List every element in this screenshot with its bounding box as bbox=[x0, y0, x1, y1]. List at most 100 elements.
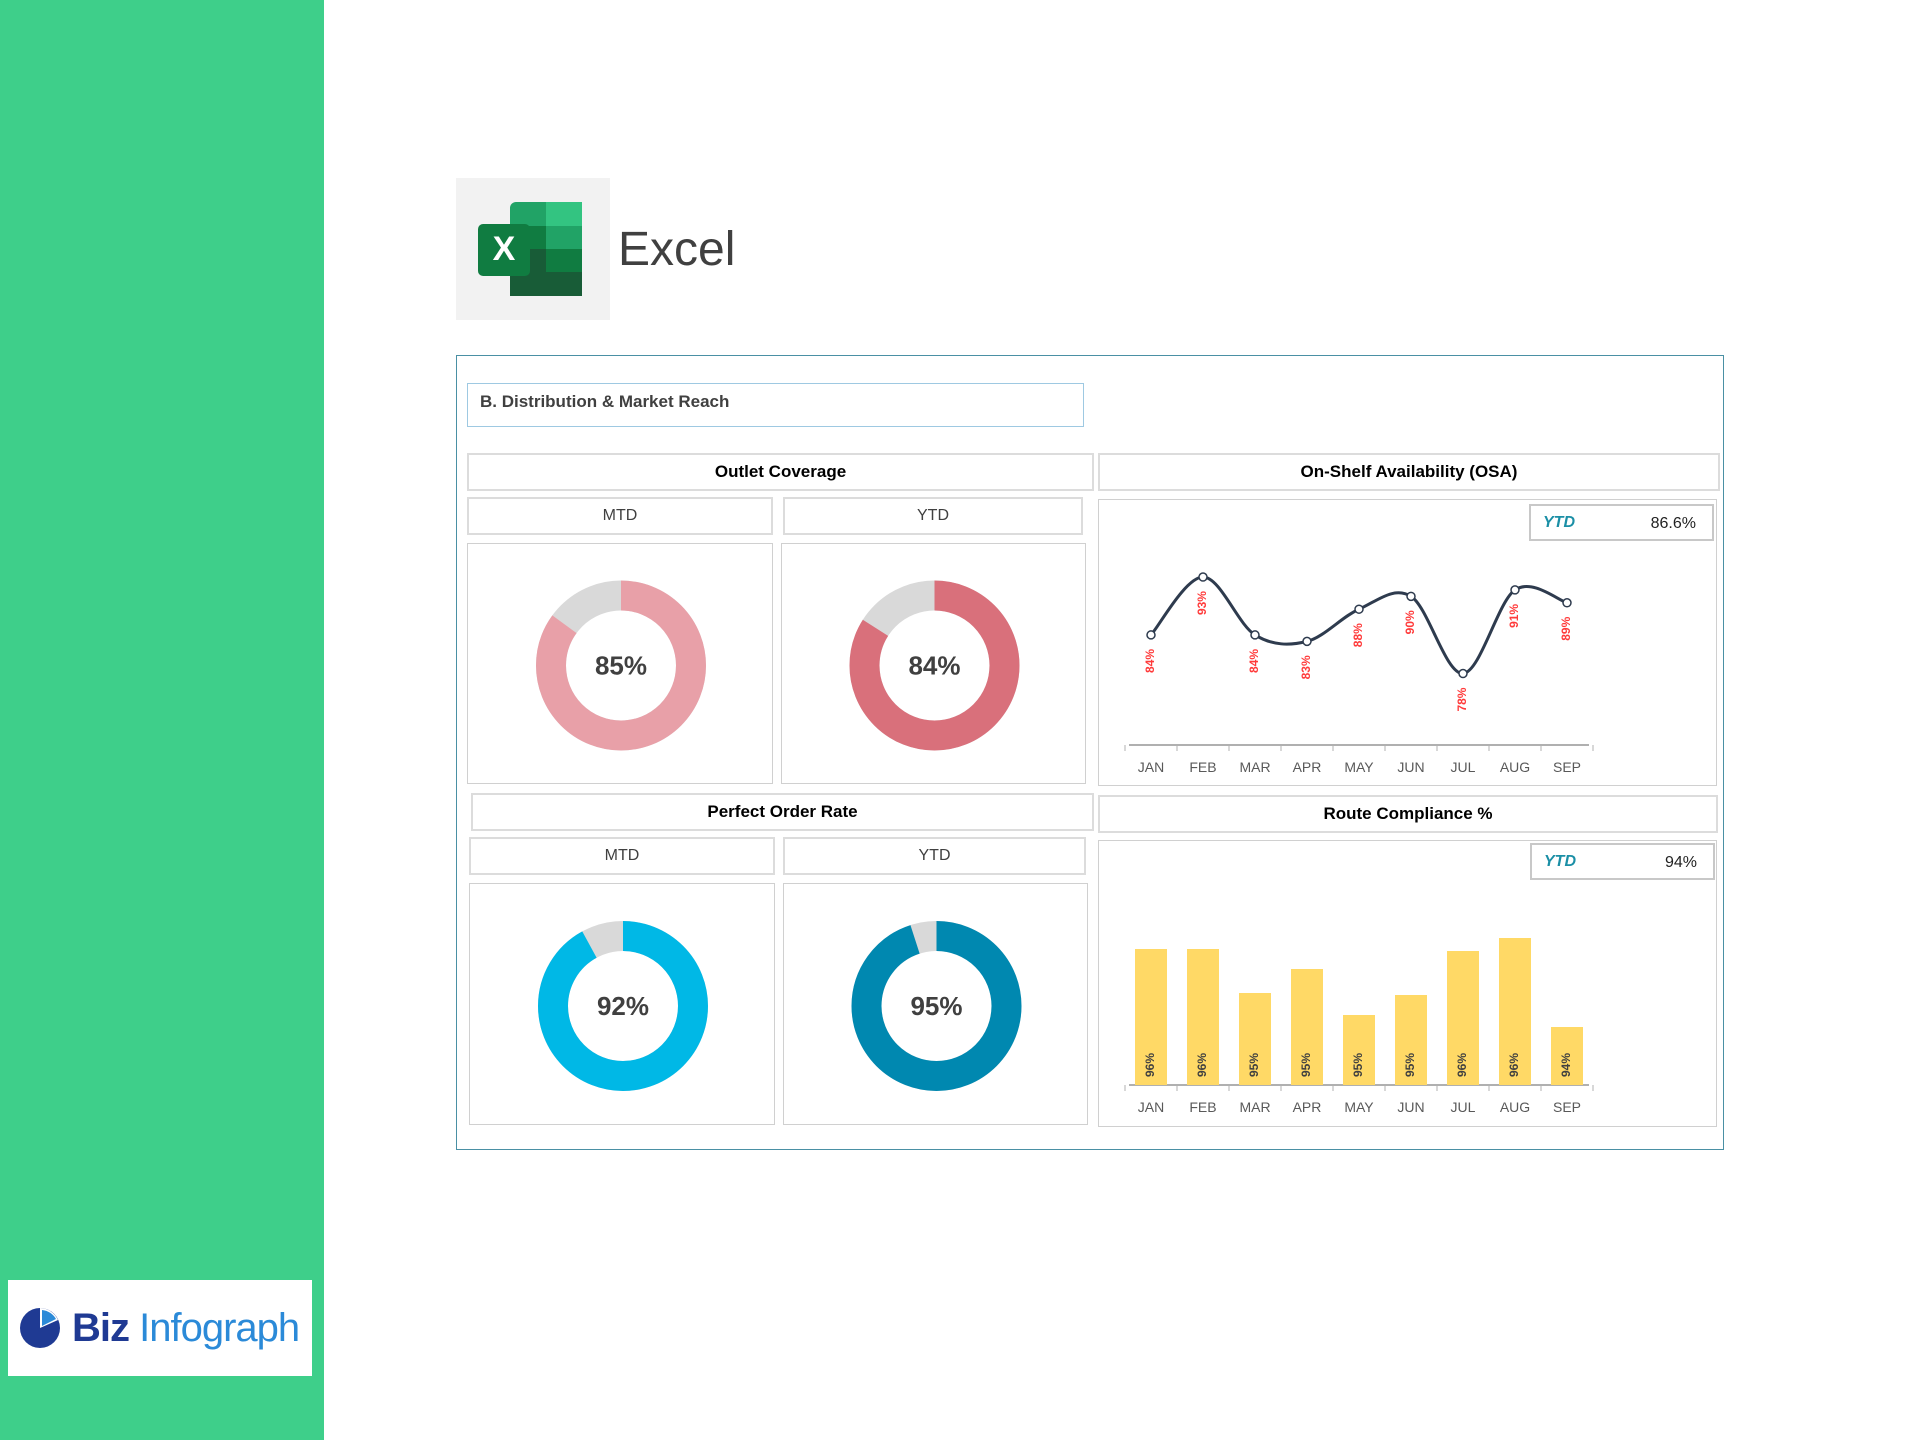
x-tick-label: SEP bbox=[1553, 759, 1581, 775]
osa-data-point bbox=[1302, 636, 1312, 647]
route-ytd-badge: YTD 94% bbox=[1530, 843, 1715, 880]
osa-data-point bbox=[1406, 591, 1416, 602]
outlet-ytd-label: YTD bbox=[783, 497, 1083, 535]
osa-data-label: 78% bbox=[1455, 687, 1469, 711]
route-compliance-header: Route Compliance % bbox=[1098, 795, 1718, 833]
route-bar bbox=[1447, 951, 1479, 1085]
route-data-label: 95% bbox=[1403, 1053, 1417, 1077]
route-bar bbox=[1291, 969, 1323, 1085]
osa-data-label: 84% bbox=[1143, 649, 1157, 673]
route-data-label: 96% bbox=[1455, 1053, 1469, 1077]
x-tick-label: JAN bbox=[1138, 759, 1164, 775]
route-ytd-value: 94% bbox=[1664, 854, 1697, 871]
section-title: B. Distribution & Market Reach bbox=[467, 383, 1084, 427]
route-data-label: 95% bbox=[1299, 1053, 1313, 1077]
route-bar bbox=[1395, 995, 1427, 1085]
osa-data-label: 83% bbox=[1299, 655, 1313, 679]
route-data-label: 96% bbox=[1143, 1053, 1157, 1077]
donut-center-label: 92% bbox=[597, 991, 649, 1021]
order-mtd-panel: 92% bbox=[469, 883, 775, 1125]
osa-data-point bbox=[1510, 585, 1520, 595]
x-tick-label: MAR bbox=[1239, 1099, 1270, 1115]
osa-ytd-value: 86.6% bbox=[1650, 515, 1696, 532]
outlet-coverage-header: Outlet Coverage bbox=[467, 453, 1094, 491]
route-bar bbox=[1499, 938, 1531, 1085]
donut-value-slice bbox=[538, 921, 708, 1091]
osa-ytd-label: YTD bbox=[1543, 514, 1575, 531]
osa-data-point bbox=[1458, 668, 1468, 679]
x-tick-label: FEB bbox=[1189, 759, 1216, 775]
order-ytd-label: YTD bbox=[783, 837, 1086, 875]
osa-data-label: 91% bbox=[1507, 604, 1521, 628]
excel-icon: X bbox=[478, 202, 582, 296]
brand-infograph: Infograph bbox=[139, 1305, 300, 1350]
osa-data-point bbox=[1250, 630, 1260, 640]
osa-panel: JAN FEB MAR APR MAY JUN JUL AUG SEP 84% 93% 84% 83% 8… bbox=[1098, 499, 1717, 786]
brand-biz: Biz bbox=[72, 1305, 130, 1350]
x-tick-label: MAR bbox=[1239, 759, 1270, 775]
route-bar bbox=[1135, 949, 1167, 1085]
outlet-mtd-panel: 85% bbox=[467, 543, 773, 784]
outlet-ytd-panel: 84% bbox=[781, 543, 1086, 784]
donut-center-label: 95% bbox=[910, 991, 962, 1021]
excel-logo-tile: X bbox=[456, 178, 610, 320]
route-bar-chart: JAN FEB MAR APR MAY JUN JUL AUG SEP 96% 96% 95% 95% 9… bbox=[1124, 938, 1594, 1115]
osa-data-point bbox=[1562, 598, 1572, 608]
route-bar bbox=[1343, 1015, 1375, 1085]
osa-line-chart: JAN FEB MAR APR MAY JUN JUL AUG SEP 84% 93% 84% 83% 8… bbox=[1124, 572, 1594, 775]
osa-data-label: 93% bbox=[1195, 591, 1209, 615]
osa-data-label: 88% bbox=[1351, 623, 1365, 647]
x-tick-label: AUG bbox=[1500, 1099, 1530, 1115]
osa-header: On-Shelf Availability (OSA) bbox=[1098, 453, 1720, 491]
route-bar bbox=[1239, 993, 1271, 1085]
x-tick-label: JUN bbox=[1397, 1099, 1424, 1115]
x-tick-label: SEP bbox=[1553, 1099, 1581, 1115]
svg-text:X: X bbox=[493, 230, 516, 268]
osa-data-label: 90% bbox=[1403, 610, 1417, 634]
donut-value-slice bbox=[849, 580, 1020, 751]
osa-data-point bbox=[1146, 630, 1156, 640]
order-ytd-donut: 95% bbox=[851, 921, 1022, 1091]
x-tick-label: APR bbox=[1293, 1099, 1322, 1115]
donut-value-slice bbox=[536, 580, 706, 751]
perfect-order-header: Perfect Order Rate bbox=[471, 793, 1094, 831]
osa-data-point bbox=[1354, 604, 1364, 614]
x-tick-label: MAY bbox=[1344, 759, 1374, 775]
osa-data-label: 89% bbox=[1559, 616, 1573, 640]
route-data-label: 94% bbox=[1559, 1053, 1573, 1077]
osa-data-label: 84% bbox=[1247, 649, 1261, 673]
route-data-label: 95% bbox=[1351, 1053, 1365, 1077]
order-mtd-donut: 92% bbox=[538, 921, 708, 1091]
x-tick-label: MAY bbox=[1344, 1099, 1374, 1115]
brand-name: Biz Infograph bbox=[72, 1305, 300, 1351]
route-data-label: 96% bbox=[1507, 1053, 1521, 1077]
route-bar bbox=[1187, 949, 1219, 1085]
x-tick-label: JAN bbox=[1138, 1099, 1164, 1115]
route-data-label: 96% bbox=[1195, 1053, 1209, 1077]
route-ytd-label: YTD bbox=[1544, 853, 1576, 870]
x-tick-label: FEB bbox=[1189, 1099, 1216, 1115]
dashboard: B. Distribution & Market Reach Outlet Co… bbox=[456, 355, 1724, 1150]
x-tick-label: JUN bbox=[1397, 759, 1424, 775]
outlet-mtd-label: MTD bbox=[467, 497, 773, 535]
outlet-mtd-donut: 85% bbox=[536, 580, 706, 751]
outlet-ytd-donut: 84% bbox=[849, 580, 1020, 751]
route-data-label: 95% bbox=[1247, 1053, 1261, 1077]
x-tick-label: AUG bbox=[1500, 759, 1530, 775]
order-ytd-panel: 95% bbox=[783, 883, 1088, 1125]
route-panel: JAN FEB MAR APR MAY JUN JUL AUG SEP 96% 96% 95% 95% 9… bbox=[1098, 840, 1717, 1127]
order-mtd-label: MTD bbox=[469, 837, 775, 875]
x-tick-label: JUL bbox=[1451, 1099, 1476, 1115]
route-bar bbox=[1551, 1027, 1583, 1085]
osa-data-point bbox=[1198, 572, 1208, 582]
biz-infograph-logo[interactable]: Biz Infograph bbox=[8, 1280, 312, 1376]
x-tick-label: APR bbox=[1293, 759, 1322, 775]
osa-ytd-badge: YTD 86.6% bbox=[1529, 504, 1714, 541]
donut-center-label: 85% bbox=[595, 651, 647, 681]
sidebar: Biz Infograph bbox=[0, 0, 324, 1440]
app-title: Excel bbox=[618, 223, 736, 276]
donut-value-slice bbox=[851, 921, 1022, 1091]
x-tick-label: JUL bbox=[1451, 759, 1476, 775]
pie-logo-icon bbox=[20, 1308, 60, 1348]
donut-center-label: 84% bbox=[908, 651, 960, 681]
